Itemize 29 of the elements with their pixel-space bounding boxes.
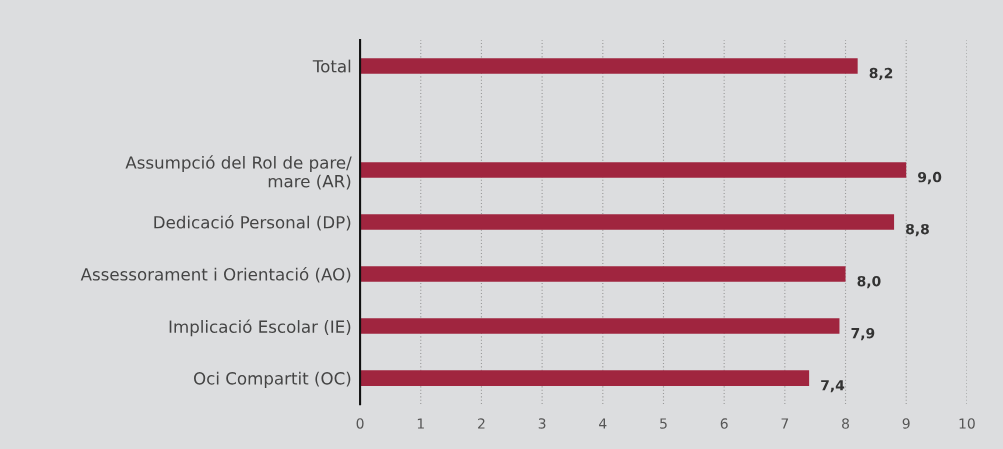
x-tick-label: 6 <box>720 418 728 429</box>
data-label: 8,8 <box>906 223 929 237</box>
bar <box>360 162 907 178</box>
x-tick-label: 4 <box>599 418 607 429</box>
x-tick-label: 2 <box>478 418 485 429</box>
y-tick-label: Assumpció del Rol de pare/ mare (AR) <box>125 155 352 190</box>
y-tick-label: Implicació Escolar (IE) <box>169 319 351 337</box>
x-tick-label: 3 <box>538 418 546 429</box>
x-tick-label: 10 <box>959 418 975 429</box>
bar <box>360 370 810 386</box>
x-tick-label: 9 <box>902 418 910 429</box>
data-label: 7,9 <box>851 327 875 341</box>
data-label: 9,0 <box>918 171 942 185</box>
data-label: 8,0 <box>857 275 881 289</box>
x-tick-label: 8 <box>842 418 849 429</box>
x-tick-label: 1 <box>417 418 424 429</box>
y-tick-label: Dedicació Personal (DP) <box>154 215 351 231</box>
x-tick-label: 5 <box>660 418 667 429</box>
bar <box>360 266 846 282</box>
bar <box>360 318 840 334</box>
y-tick-label: Assessorament i Orientació (AO) <box>80 267 351 283</box>
bar <box>360 58 858 74</box>
x-tick-label: 0 <box>356 418 364 429</box>
y-tick-label: Total <box>312 59 351 73</box>
bar <box>360 214 895 230</box>
data-label: 7,4 <box>821 380 845 393</box>
y-tick-label: Oci Compartit (OC) <box>193 371 351 388</box>
data-label: 8,2 <box>869 67 893 81</box>
x-tick-label: 7 <box>781 418 789 429</box>
